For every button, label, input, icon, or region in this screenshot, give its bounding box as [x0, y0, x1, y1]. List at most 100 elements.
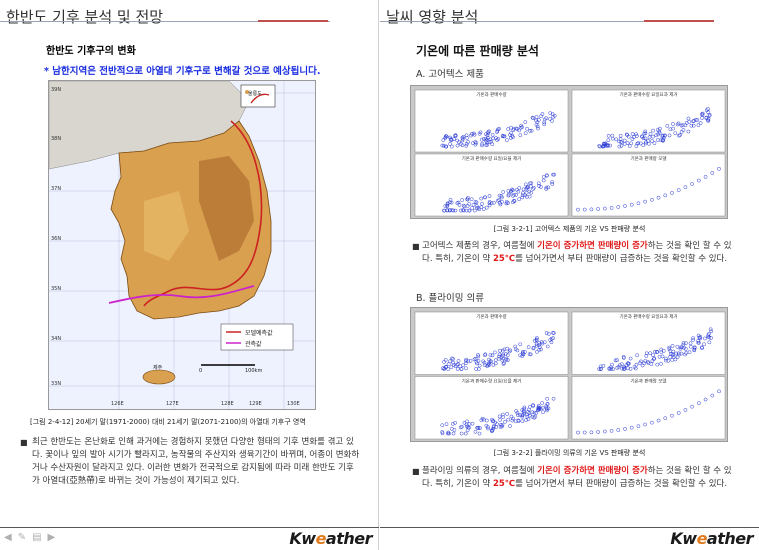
scatter-point: [596, 430, 600, 434]
scatter-point: [502, 361, 507, 366]
scatter-point: [666, 358, 671, 363]
scatter-point: [512, 192, 516, 197]
scatter-point: [634, 362, 639, 367]
next-arrow-icon[interactable]: ▶: [47, 532, 56, 543]
scatter-point: [609, 367, 614, 371]
scatter-point: [453, 133, 458, 138]
body-b-pre: 플라이밍 의류의 경우, 여름철에: [422, 466, 538, 476]
logo-prefix: Kw: [289, 529, 316, 548]
scatter-point: [643, 422, 647, 427]
scatter-point: [709, 329, 714, 334]
scatter-point: [489, 139, 494, 144]
scatter-point: [603, 141, 608, 146]
scatter-point: [522, 405, 527, 410]
title-accent: [644, 20, 714, 22]
scatter-point: [504, 351, 508, 356]
scatter-point: [524, 412, 529, 417]
section-b-label: B. 플라이밍 의류: [416, 293, 485, 304]
scatter-point: [606, 143, 611, 148]
scatter-point: [508, 136, 513, 140]
scatter-point: [520, 413, 525, 418]
scatter-point: [544, 173, 549, 178]
subplot-title: 기온과 판매수량 요일요과 제거: [619, 91, 677, 98]
scatter-point: [522, 407, 527, 411]
scatter-point: [549, 340, 554, 345]
scatter-point: [643, 131, 648, 136]
scatter-point: [704, 108, 709, 113]
section-heading: 기온에 따른 판매량 분석: [416, 44, 539, 58]
body-a-post: 를 넘어가면서 부터 판매량이 급증하는 것을 확인할 수 있다.: [515, 254, 728, 264]
scatter-point: [545, 402, 550, 406]
prev-arrow-icon[interactable]: ◀: [4, 532, 12, 543]
scatter-point: [703, 336, 707, 341]
scatter-point: [490, 353, 495, 358]
scatter-point: [453, 420, 457, 425]
mountain-range: [199, 156, 254, 261]
scatter-point: [464, 143, 469, 148]
scatter-point: [515, 413, 520, 417]
scatter-point: [464, 133, 469, 138]
scatter-point: [498, 348, 502, 353]
scatter-point: [634, 144, 639, 148]
scatter-point: [529, 190, 534, 195]
scatter-point: [456, 359, 461, 363]
scatter-point: [500, 358, 505, 363]
scatter-point: [476, 354, 481, 359]
body-b-post: 를 넘어가면서 부터 판매량이 급증하는 것을 확인할 수 있다.: [515, 479, 728, 489]
scatter-point: [477, 131, 482, 136]
scatter-point: [703, 397, 708, 402]
scatter-point: [521, 191, 525, 195]
scatter-point: [449, 365, 454, 370]
scatter-point: [576, 430, 580, 435]
scale-zero-label: 0: [199, 368, 203, 374]
scatter-point: [491, 136, 496, 141]
scatter-point: [440, 143, 445, 148]
scatter-point: [473, 429, 478, 434]
scatter-point: [491, 419, 496, 423]
scatter-point: [706, 107, 710, 111]
scatter-point: [504, 199, 509, 204]
bullet-icon: ■: [412, 242, 420, 251]
scatter-point: [489, 201, 494, 206]
scatter-point: [661, 133, 665, 138]
scatter-point: [616, 205, 621, 209]
scatter-point: [603, 206, 607, 211]
scatter-point: [447, 208, 452, 213]
subplot-area: [571, 153, 726, 217]
scatter-point: [544, 331, 549, 335]
scatter-point: [498, 425, 503, 429]
scatter-point: [708, 327, 713, 332]
scatter-point: [464, 142, 469, 146]
scatter-point: [700, 345, 704, 350]
scatter-point: [460, 143, 465, 148]
menu-icon[interactable]: ▤: [32, 532, 42, 543]
scatter-point: [483, 363, 487, 368]
scatter-point: [507, 192, 511, 197]
scatter-point: [461, 208, 465, 212]
scatter-point: [486, 426, 490, 431]
scatter-point: [527, 189, 532, 194]
scatter-point: [691, 338, 695, 342]
scatter-point: [681, 341, 686, 345]
scatter-point: [539, 340, 544, 344]
pen-icon[interactable]: ✎: [17, 532, 27, 543]
scatter-point: [471, 131, 476, 136]
scatter-point: [455, 367, 460, 371]
map-svg: [49, 81, 315, 409]
scatter-point: [514, 409, 519, 413]
scatter-point: [530, 115, 535, 120]
scatter-point: [459, 431, 464, 436]
scatter-point: [460, 137, 465, 141]
scatter-point: [478, 426, 482, 430]
scatter-point: [545, 344, 550, 349]
scatter-point: [499, 422, 503, 427]
scatter-point: [460, 138, 465, 143]
title-accent: [258, 20, 328, 22]
scatter-point: [525, 414, 530, 419]
scatter-point: [676, 121, 681, 126]
lon-label-126: 126E: [111, 401, 124, 407]
scatter-point: [448, 197, 453, 202]
body-b: ■ 플라이밍 의류의 경우, 여름철에 기온이 증가하면 판매량이 증가하는 것…: [412, 465, 732, 491]
scatter-point: [474, 367, 478, 371]
